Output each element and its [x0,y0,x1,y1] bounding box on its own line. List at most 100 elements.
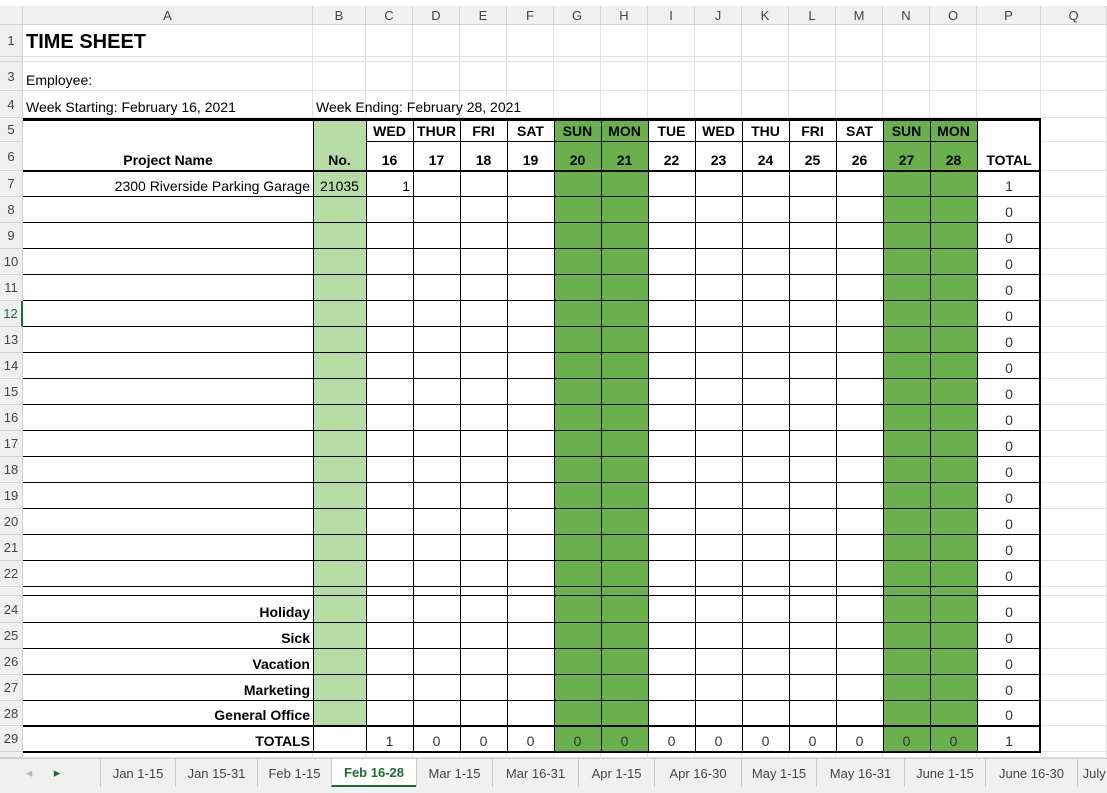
cell-F11[interactable] [507,275,554,301]
cell-A3[interactable] [23,62,313,91]
cell-C19[interactable] [366,483,413,509]
cell-D27[interactable] [413,675,460,701]
cell-G9[interactable] [554,223,601,249]
cell-P26[interactable] [977,649,1041,675]
cell-H5[interactable] [601,118,648,142]
column-header-E[interactable]: E [460,6,507,25]
column-header-N[interactable]: N [883,6,930,25]
cell-C24[interactable] [366,596,413,623]
cell-B18[interactable] [313,457,366,483]
cell-K28[interactable] [742,701,789,726]
cell-C8[interactable] [366,197,413,223]
cell-N25[interactable] [883,623,930,649]
cell-N7[interactable] [883,171,930,197]
cell-B10[interactable] [313,249,366,275]
row-header[interactable]: 17 [0,431,23,457]
cell-N11[interactable] [883,275,930,301]
cell-M23[interactable] [836,587,883,596]
cell-L14[interactable] [789,353,836,379]
cell-I2[interactable] [648,57,695,62]
cell-D6[interactable] [413,142,460,171]
cell-C22[interactable] [366,561,413,587]
cell-M30[interactable] [836,752,883,758]
cell-N15[interactable] [883,379,930,405]
cell-L2[interactable] [789,57,836,62]
cell-L9[interactable] [789,223,836,249]
cell-O3[interactable] [930,62,977,91]
cell-D14[interactable] [413,353,460,379]
cell-D10[interactable] [413,249,460,275]
cell-N5[interactable] [883,118,930,142]
cell-C9[interactable] [366,223,413,249]
cell-D13[interactable] [413,327,460,353]
cell-I9[interactable] [648,223,695,249]
cell-M3[interactable] [836,62,883,91]
cell-A20[interactable] [23,509,313,535]
cell-F13[interactable] [507,327,554,353]
cell-E10[interactable] [460,249,507,275]
cell-F9[interactable] [507,223,554,249]
cell-P8[interactable] [977,197,1041,223]
cell-Q11[interactable] [1041,275,1107,301]
cell-M1[interactable] [836,25,883,57]
cell-E19[interactable] [460,483,507,509]
cell-I26[interactable] [648,649,695,675]
cell-H13[interactable] [601,327,648,353]
cell-L23[interactable] [789,587,836,596]
cell-P23[interactable] [977,587,1041,596]
cell-F24[interactable] [507,596,554,623]
cell-H22[interactable] [601,561,648,587]
cell-E15[interactable] [460,379,507,405]
cell-Q19[interactable] [1041,483,1107,509]
cell-P3[interactable] [977,62,1041,91]
cell-E30[interactable] [460,752,507,758]
row-header[interactable]: 4 [0,91,23,118]
cell-E26[interactable] [460,649,507,675]
cell-F8[interactable] [507,197,554,223]
cell-F3[interactable] [507,62,554,91]
cell-E25[interactable] [460,623,507,649]
cell-Q12[interactable] [1041,301,1107,327]
column-header-P[interactable]: P [977,6,1041,25]
row-header[interactable]: 13 [0,327,23,353]
cell-G26[interactable] [554,649,601,675]
cell-N19[interactable] [883,483,930,509]
row-header[interactable]: 6 [0,142,23,171]
cell-B26[interactable] [313,649,366,675]
cell-M7[interactable] [836,171,883,197]
cell-A11[interactable] [23,275,313,301]
cell-N20[interactable] [883,509,930,535]
cell-P15[interactable] [977,379,1041,405]
cell-P14[interactable] [977,353,1041,379]
cell-N14[interactable] [883,353,930,379]
cell-Q21[interactable] [1041,535,1107,561]
column-header-K[interactable]: K [742,6,789,25]
cell-F25[interactable] [507,623,554,649]
cell-Q25[interactable] [1041,623,1107,649]
cell-K1[interactable] [742,25,789,57]
cell-P17[interactable] [977,431,1041,457]
cell-K23[interactable] [742,587,789,596]
cell-O19[interactable] [930,483,977,509]
cell-J25[interactable] [695,623,742,649]
cell-I16[interactable] [648,405,695,431]
row-header[interactable]: 12 [0,301,23,327]
cell-Q23[interactable] [1041,587,1107,596]
cell-I11[interactable] [648,275,695,301]
cell-L19[interactable] [789,483,836,509]
cell-G13[interactable] [554,327,601,353]
cell-D19[interactable] [413,483,460,509]
cell-B28[interactable] [313,701,366,726]
cell-L3[interactable] [789,62,836,91]
cell-O11[interactable] [930,275,977,301]
cell-P20[interactable] [977,509,1041,535]
cell-G18[interactable] [554,457,601,483]
cell-I18[interactable] [648,457,695,483]
cell-H27[interactable] [601,675,648,701]
cell-A17[interactable] [23,431,313,457]
cell-O14[interactable] [930,353,977,379]
cell-C13[interactable] [366,327,413,353]
row-header[interactable]: 22 [0,561,23,587]
cell-M18[interactable] [836,457,883,483]
cell-Q1[interactable] [1041,25,1107,57]
